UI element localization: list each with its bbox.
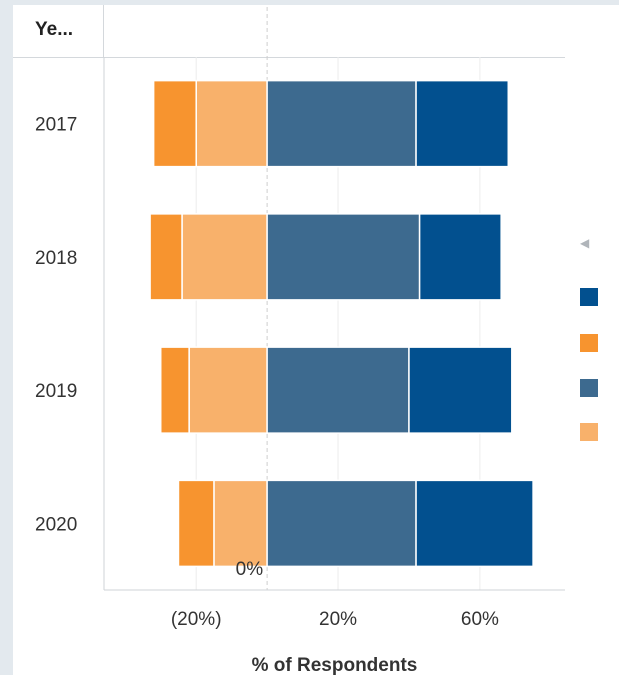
x-tick-label: (20%) [171, 609, 222, 630]
bar-segment [181, 213, 268, 301]
bar-segment [177, 479, 215, 568]
bar-segment [266, 479, 417, 568]
triangle-left-icon[interactable]: ◀ [580, 236, 590, 250]
x-tick-label: 60% [461, 609, 499, 630]
bar-segment [195, 79, 268, 168]
bar-segment [415, 79, 510, 168]
y-tick-label: 2018 [35, 248, 77, 269]
zero-label: 0% [236, 559, 264, 580]
bar-segment [159, 346, 190, 434]
bar-segment [152, 79, 197, 168]
y-tick-label: 2019 [35, 381, 77, 402]
bar-segment [149, 213, 183, 301]
y-tick-label: 2017 [35, 115, 77, 136]
x-axis-title: % of Respondents [252, 655, 418, 675]
bar-segment [408, 346, 513, 434]
row-header-cell[interactable]: Ye... [13, 5, 104, 58]
bar-segment [188, 346, 268, 434]
legend-swatch[interactable] [580, 379, 598, 397]
bar-segment [213, 479, 268, 568]
bar-segment [266, 213, 421, 301]
bar-segment [266, 346, 410, 434]
legend-swatch[interactable] [580, 288, 598, 306]
column-header-area [104, 5, 565, 58]
y-tick-label: 2020 [35, 514, 77, 535]
bar-segment [266, 79, 417, 168]
x-tick-label: 20% [319, 609, 357, 630]
legend-swatch[interactable] [580, 423, 598, 441]
legend-swatch[interactable] [580, 334, 598, 352]
bar-segment [418, 213, 502, 301]
bar-segment [415, 479, 534, 568]
row-header-title: Ye... [35, 19, 74, 40]
